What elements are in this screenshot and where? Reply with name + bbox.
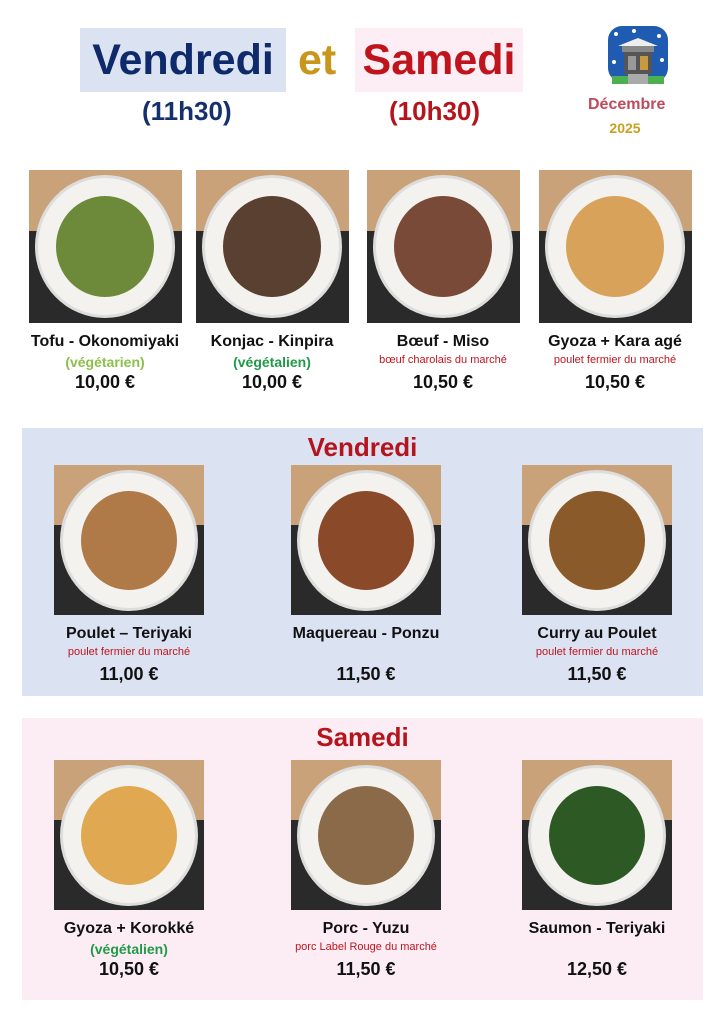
dish-price: 10,50 € xyxy=(358,372,528,393)
dish-price: 10,00 € xyxy=(20,372,190,393)
dish-price: 11,00 € xyxy=(44,664,214,685)
dish-name: Saumon - Teriyaki xyxy=(512,920,682,938)
dish-note: (végétalien) xyxy=(44,941,214,957)
dish-note: porc Label Rouge du marché xyxy=(281,941,451,957)
section-title-vendredi: Vendredi xyxy=(22,432,703,463)
dish-photo xyxy=(522,760,672,910)
dish-note: bœuf charolais du marché xyxy=(358,354,528,370)
dish-name: Poulet – Teriyaki xyxy=(44,625,214,643)
dish-photo xyxy=(54,760,204,910)
dish-note: (végétalien) xyxy=(187,354,357,370)
menu-item-card: Bœuf - Miso bœuf charolais du marché 10,50… xyxy=(358,170,528,393)
dish-photo xyxy=(539,170,692,323)
dish-note xyxy=(512,941,682,957)
dish-price: 10,50 € xyxy=(530,372,700,393)
dish-price: 11,50 € xyxy=(512,664,682,685)
dish-price: 10,00 € xyxy=(187,372,357,393)
dish-note: poulet fermier du marché xyxy=(512,646,682,662)
dish-name: Bœuf - Miso xyxy=(358,333,528,351)
dish-photo xyxy=(367,170,520,323)
dish-name: Tofu - Okonomiyaki xyxy=(20,333,190,351)
dish-name: Curry au Poulet xyxy=(512,625,682,643)
dish-note: poulet fermier du marché xyxy=(44,646,214,662)
dish-name: Gyoza + Korokké xyxy=(44,920,214,938)
menu-item-card: Konjac - Kinpira (végétalien) 10,00 € xyxy=(187,170,357,393)
month-label: Décembre xyxy=(588,96,662,114)
dish-note: (végétarien) xyxy=(20,354,190,370)
title-vendredi: Vendredi xyxy=(80,28,286,92)
menu-item-card: Gyoza + Kara agé poulet fermier du marché… xyxy=(530,170,700,393)
menu-item-card: Gyoza + Korokké (végétalien) 10,50 € xyxy=(44,760,214,980)
menu-item-card: Maquereau - Ponzu 11,50 € xyxy=(281,465,451,685)
dish-price: 10,50 € xyxy=(44,959,214,980)
menu-item-card: Saumon - Teriyaki 12,50 € xyxy=(512,760,682,980)
dish-note xyxy=(281,646,451,662)
menu-item-card: Poulet – Teriyaki poulet fermier du march… xyxy=(44,465,214,685)
section-title-samedi: Samedi xyxy=(22,722,703,753)
dish-name: Gyoza + Kara agé xyxy=(530,333,700,351)
snowy-shrine-icon xyxy=(604,22,672,90)
dish-price: 12,50 € xyxy=(512,959,682,980)
time-samedi: (10h30) xyxy=(389,96,480,127)
dish-name: Porc - Yuzu xyxy=(281,920,451,938)
dish-price: 11,50 € xyxy=(281,959,451,980)
dish-price: 11,50 € xyxy=(281,664,451,685)
year-label: 2025 xyxy=(588,120,662,136)
dish-photo xyxy=(291,760,441,910)
dish-name: Maquereau - Ponzu xyxy=(281,625,451,643)
title-connector: et xyxy=(298,28,336,92)
menu-item-card: Porc - Yuzu porc Label Rouge du marché 11,… xyxy=(281,760,451,980)
menu-item-card: Tofu - Okonomiyaki (végétarien) 10,00 € xyxy=(20,170,190,393)
time-vendredi: (11h30) xyxy=(142,96,232,127)
dish-photo xyxy=(54,465,204,615)
dish-photo xyxy=(522,465,672,615)
dish-photo xyxy=(196,170,349,323)
dish-photo xyxy=(291,465,441,615)
title-samedi: Samedi xyxy=(355,28,523,92)
menu-item-card: Curry au Poulet poulet fermier du marché 1… xyxy=(512,465,682,685)
dish-name: Konjac - Kinpira xyxy=(187,333,357,351)
dish-note: poulet fermier du marché xyxy=(530,354,700,370)
dish-photo xyxy=(29,170,182,323)
